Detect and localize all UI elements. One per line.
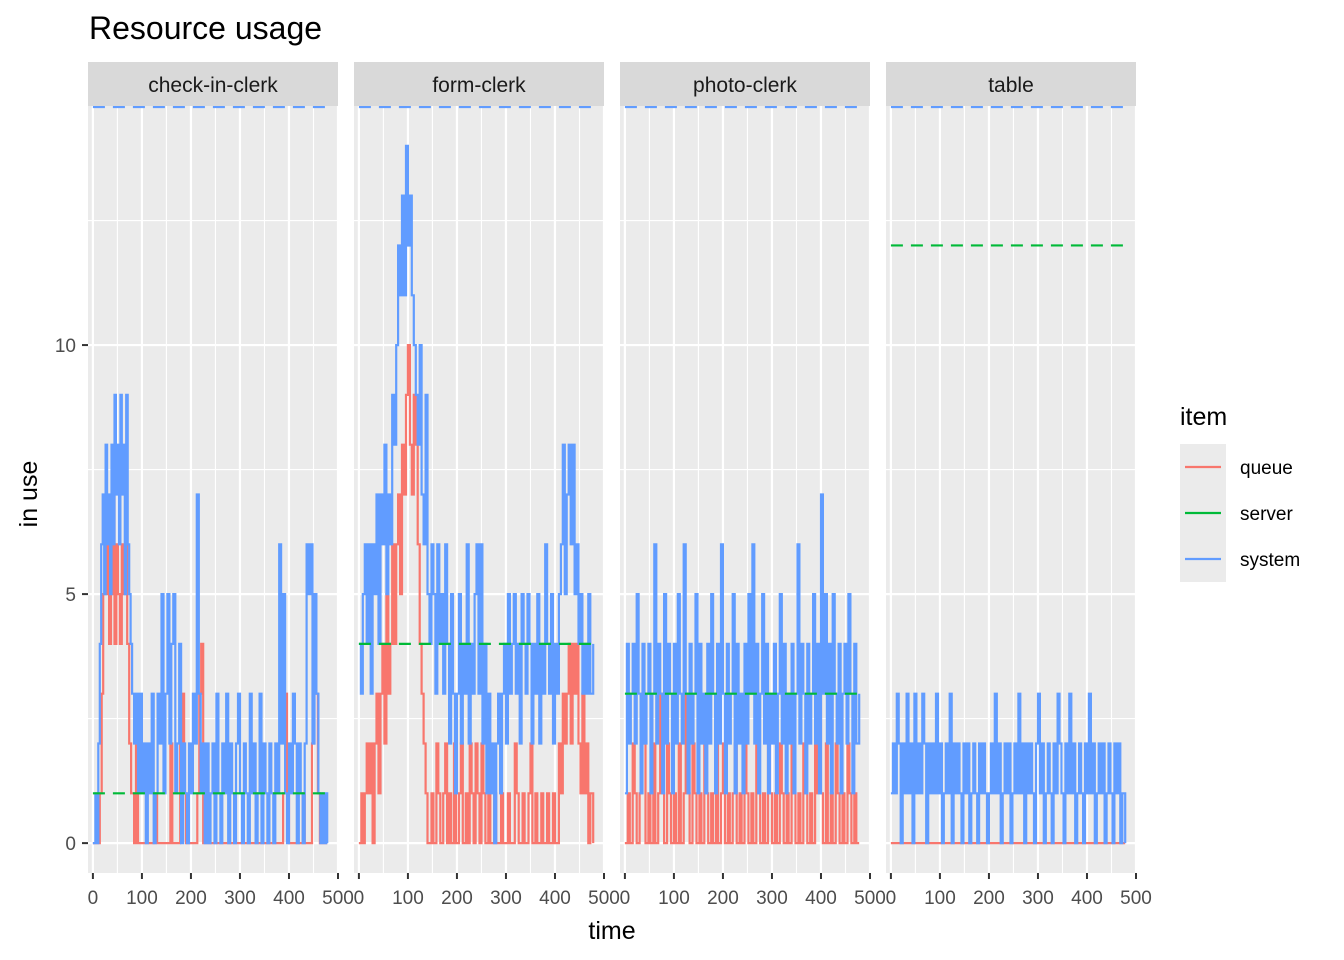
- x-tick-label: 500: [1120, 888, 1152, 909]
- x-tick-label: 100: [126, 888, 158, 909]
- y-tick-label: 5: [65, 585, 76, 606]
- x-tick-label: 400: [1071, 888, 1103, 909]
- x-tick-label: 200: [707, 888, 739, 909]
- legend: item queue server system: [1180, 403, 1300, 582]
- x-axis-title: time: [588, 917, 635, 945]
- facet-strip-label: photo-clerk: [693, 74, 797, 97]
- x-tick-label: 200: [175, 888, 207, 909]
- facet-strip-label: table: [988, 74, 1034, 97]
- facet-strip-label: check-in-clerk: [148, 74, 278, 97]
- legend-item-queue: queue: [1180, 444, 1293, 490]
- chart-title: Resource usage: [89, 10, 322, 46]
- x-tick-label: 400: [805, 888, 837, 909]
- x-tick-label: 0: [886, 888, 897, 909]
- x-tick-label: 500: [588, 888, 620, 909]
- x-tick-label: 300: [1022, 888, 1054, 909]
- y-axis: 0 5 10: [55, 336, 88, 855]
- x-tick-label: 0: [88, 888, 99, 909]
- legend-label: server: [1240, 504, 1293, 525]
- facet-strip: [88, 62, 338, 106]
- x-tick-label: 100: [658, 888, 690, 909]
- x-tick-label: 300: [224, 888, 256, 909]
- x-tick-label: 100: [924, 888, 956, 909]
- facet-panel-photo-clerk: photo-clerk 0 100 200 300 400 500: [620, 62, 886, 909]
- system-line: [890, 692, 1127, 845]
- series-group: [92, 106, 329, 845]
- facet-panel-check-in-clerk: check-in-clerk 0 100 200 300 400 500: [88, 62, 354, 909]
- y-tick-label: 10: [55, 336, 76, 357]
- series-group: [890, 106, 1127, 845]
- legend-label: queue: [1240, 458, 1293, 479]
- facet-strip: [886, 62, 1136, 106]
- x-tick-label: 400: [273, 888, 305, 909]
- facet-panel-table: table 0 100 200 300 400 500: [886, 62, 1152, 909]
- x-tick-label: 500: [854, 888, 886, 909]
- facet-strip: [354, 62, 604, 106]
- system-line: [624, 493, 861, 795]
- x-tick-label: 200: [973, 888, 1005, 909]
- series-group: [358, 106, 595, 845]
- legend-item-server: server: [1180, 490, 1293, 536]
- legend-item-system: system: [1180, 536, 1300, 582]
- x-tick-label: 200: [441, 888, 473, 909]
- x-tick-label: 300: [490, 888, 522, 909]
- x-tick-label: 300: [756, 888, 788, 909]
- series-group: [624, 106, 861, 845]
- x-tick-label: 500: [322, 888, 354, 909]
- x-tick-label: 0: [354, 888, 365, 909]
- legend-label: system: [1240, 550, 1300, 571]
- x-tick-label: 0: [620, 888, 631, 909]
- y-axis-title: in use: [15, 461, 43, 528]
- facet-strip-label: form-clerk: [432, 74, 526, 97]
- legend-title: item: [1180, 403, 1227, 431]
- facet-panel-form-clerk: form-clerk 0 100 200 300 400 500: [354, 62, 620, 909]
- y-tick-label: 0: [65, 834, 76, 855]
- x-tick-label: 400: [539, 888, 571, 909]
- x-tick-label: 100: [392, 888, 424, 909]
- system-line: [92, 393, 329, 845]
- facet-strip: [620, 62, 870, 106]
- system-line: [358, 144, 595, 845]
